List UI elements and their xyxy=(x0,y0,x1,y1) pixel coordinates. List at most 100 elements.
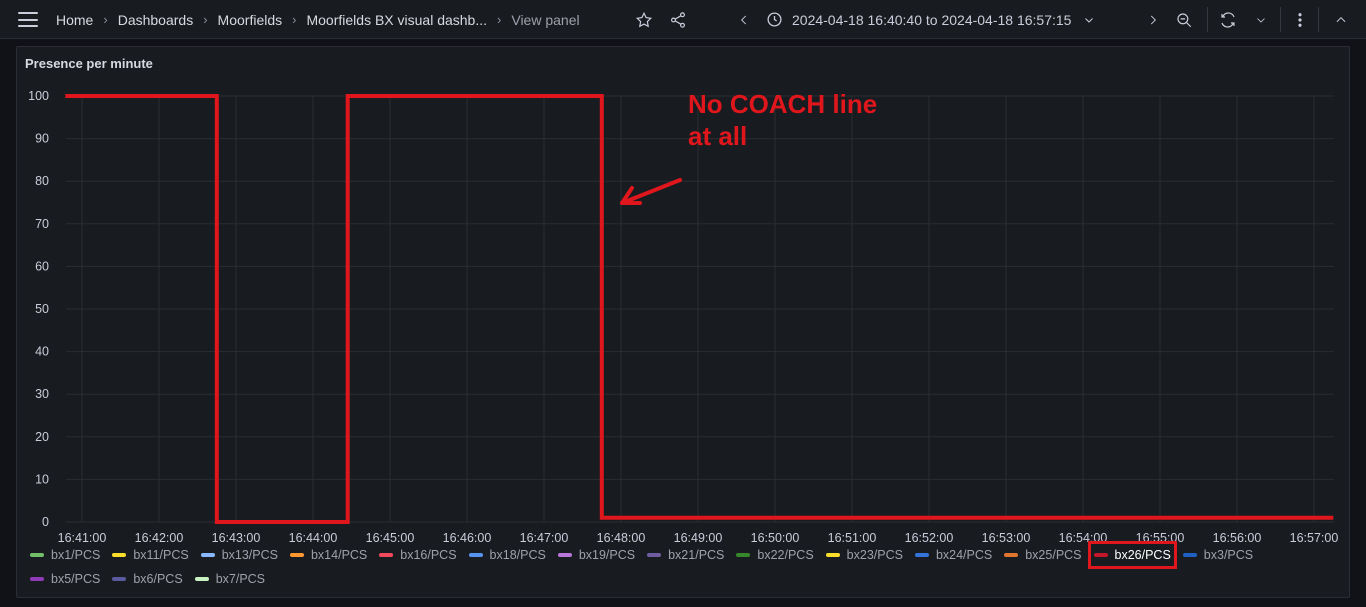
legend-item[interactable]: bx3/PCS xyxy=(1182,547,1254,563)
x-tick-label: 16:43:00 xyxy=(212,531,261,545)
legend-swatch xyxy=(30,553,44,557)
legend-label: bx6/PCS xyxy=(133,572,183,586)
annotation-line-1: No COACH line xyxy=(688,89,878,119)
legend-swatch xyxy=(647,553,662,557)
more-vertical-icon[interactable] xyxy=(1289,9,1311,31)
divider xyxy=(1280,7,1281,32)
time-range-picker[interactable]: 2024-04-18 16:40:40 to 2024-04-18 16:57:… xyxy=(766,0,1095,39)
breadcrumb-dashboards[interactable]: Dashboards xyxy=(117,11,194,28)
x-tick-label: 16:49:00 xyxy=(674,531,723,545)
legend-label: bx1/PCS xyxy=(51,548,101,562)
chevron-right-icon: › xyxy=(103,12,108,27)
x-tick-label: 16:56:00 xyxy=(1213,531,1262,545)
legend-label: bx19/PCS xyxy=(578,548,636,562)
x-tick-label: 16:55:00 xyxy=(1136,531,1185,545)
x-tick-label: 16:44:00 xyxy=(289,531,338,545)
time-range-label: 2024-04-18 16:40:40 to 2024-04-18 16:57:… xyxy=(792,11,1072,28)
y-tick-label: 80 xyxy=(35,174,49,188)
legend-item[interactable]: bx25/PCS xyxy=(1004,547,1082,563)
x-tick-label: 16:48:00 xyxy=(597,531,646,545)
y-tick-label: 90 xyxy=(35,132,49,146)
legend-label: bx23/PCS xyxy=(846,548,903,562)
legend-item[interactable]: bx18/PCS xyxy=(468,547,546,563)
clock-icon xyxy=(767,12,782,27)
breadcrumb-dashboard[interactable]: Moorfields BX visual dashb... xyxy=(306,11,488,28)
y-tick-label: 40 xyxy=(35,345,49,359)
chart-legend: bx1/PCS bx11/PCS bx13/PCS bx14/PCS bx16/PCS b… xyxy=(30,541,1340,587)
breadcrumb-view-panel: View panel xyxy=(511,11,580,28)
y-tick-label: 50 xyxy=(35,302,49,316)
legend-swatch xyxy=(194,577,209,581)
legend-label: bx5/PCS xyxy=(51,572,101,586)
legend-label: bx3/PCS xyxy=(1203,548,1254,562)
legend-item[interactable]: bx19/PCS xyxy=(557,547,636,563)
y-tick-label: 30 xyxy=(35,387,49,401)
star-icon[interactable] xyxy=(633,9,655,31)
legend-label: bx22/PCS xyxy=(757,548,814,562)
legend-label: bx16/PCS xyxy=(400,548,457,562)
zoom-out-icon[interactable] xyxy=(1173,9,1195,31)
x-tick-label: 16:46:00 xyxy=(443,531,492,545)
panel-title: Presence per minute xyxy=(25,56,153,71)
legend-swatch xyxy=(112,577,127,581)
chevron-left-icon[interactable] xyxy=(733,9,755,31)
chevron-right-icon: › xyxy=(292,12,297,27)
chevron-down-icon xyxy=(1085,17,1094,23)
annotation-line-2: at all xyxy=(688,121,748,151)
refresh-icon[interactable] xyxy=(1217,9,1239,31)
chevron-right-icon: › xyxy=(497,12,502,27)
legend-label: bx14/PCS xyxy=(310,548,368,562)
chevron-up-icon[interactable] xyxy=(1330,9,1352,31)
legend-swatch xyxy=(289,553,304,557)
y-tick-label: 100 xyxy=(28,89,49,103)
legend-item[interactable]: bx1/PCS xyxy=(30,547,100,563)
share-icon[interactable] xyxy=(667,9,689,31)
legend-item[interactable]: bx21/PCS xyxy=(647,547,724,563)
legend-swatch xyxy=(1093,553,1108,557)
breadcrumb: Home › Dashboards › Moorfields › Moorfie… xyxy=(56,0,580,39)
y-tick-label: 0 xyxy=(42,515,49,529)
legend-item[interactable]: bx14/PCS xyxy=(289,547,368,563)
legend-swatch xyxy=(825,553,840,557)
chevron-right-icon: › xyxy=(203,12,208,27)
x-tick-label: 16:42:00 xyxy=(135,531,184,545)
x-tick-label: 16:50:00 xyxy=(751,531,800,545)
menu-icon[interactable] xyxy=(18,12,38,27)
legend-item[interactable]: bx23/PCS xyxy=(825,547,903,563)
legend-item[interactable]: bx26/PCS xyxy=(1087,541,1177,569)
legend-swatch xyxy=(468,553,483,557)
legend-swatch xyxy=(200,553,215,557)
x-tick-label: 16:51:00 xyxy=(828,531,877,545)
legend-item[interactable]: bx7/PCS xyxy=(194,571,265,587)
legend-label: bx26/PCS xyxy=(1114,548,1171,562)
legend-item[interactable]: bx6/PCS xyxy=(112,571,183,587)
divider xyxy=(1207,7,1208,32)
x-tick-label: 16:57:00 xyxy=(1290,531,1339,545)
legend-swatch xyxy=(1004,553,1019,557)
legend-swatch xyxy=(1182,553,1197,557)
legend-swatch xyxy=(112,553,127,557)
x-tick-label: 16:41:00 xyxy=(58,531,107,545)
x-tick-label: 16:52:00 xyxy=(905,531,954,545)
legend-item[interactable]: bx22/PCS xyxy=(736,547,814,563)
legend-swatch xyxy=(557,553,572,557)
x-tick-label: 16:54:00 xyxy=(1059,531,1108,545)
series-line-bx26-pcs xyxy=(65,94,1334,524)
legend-item[interactable]: bx13/PCS xyxy=(200,547,278,563)
legend-item[interactable]: bx16/PCS xyxy=(379,547,457,563)
chevron-right-icon[interactable] xyxy=(1142,9,1164,31)
divider xyxy=(1318,7,1319,32)
legend-item[interactable]: bx11/PCS xyxy=(112,547,189,563)
refresh-interval-chevron-down-icon[interactable] xyxy=(1250,9,1272,31)
legend-item[interactable]: bx24/PCS xyxy=(914,547,993,563)
legend-label: bx24/PCS xyxy=(935,548,993,562)
legend-label: bx25/PCS xyxy=(1025,548,1082,562)
x-tick-label: 16:53:00 xyxy=(982,531,1031,545)
y-tick-label: 20 xyxy=(35,430,49,444)
time-series-chart[interactable]: 0 10 20 30 40 50 60 70 80 90 100 16:41:00 16:42:00 16… xyxy=(17,47,1351,599)
breadcrumb-folder[interactable]: Moorfields xyxy=(217,11,283,28)
legend-label: bx13/PCS xyxy=(221,548,278,562)
y-tick-label: 60 xyxy=(35,259,49,273)
breadcrumb-home[interactable]: Home xyxy=(56,11,94,28)
legend-item[interactable]: bx5/PCS xyxy=(30,571,100,587)
